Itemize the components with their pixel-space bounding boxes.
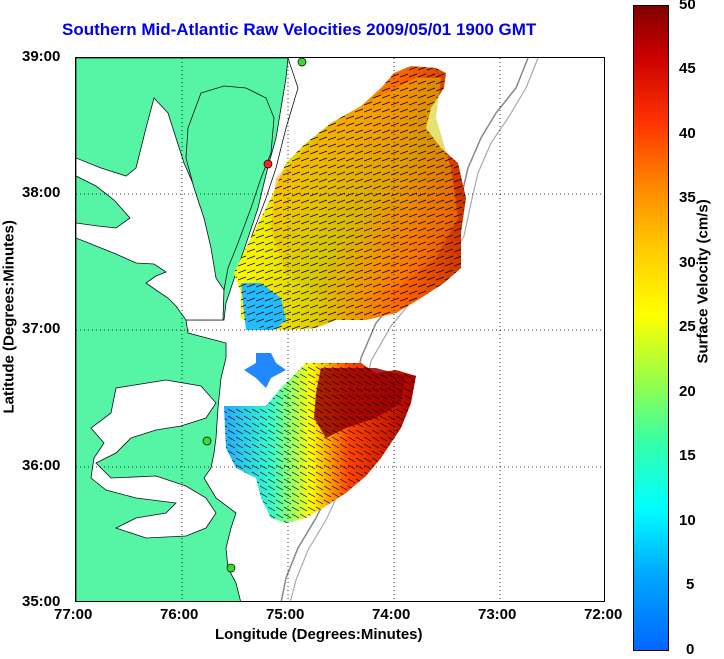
y-tick-label: 39:00 [22,48,61,65]
colorbar-tick: 5 [686,576,695,593]
colorbar-tick: 0 [686,641,695,658]
hf-radar-site [202,436,212,446]
colorbar-tick: 20 [679,383,696,400]
velocity-field-north-arrows [234,66,466,330]
pamlico-sound [90,379,217,539]
y-tick-label: 35:00 [22,593,61,610]
hf-radar-site [226,563,236,573]
colorbar-tick: 45 [679,60,696,77]
hf-radar-site-red [263,159,273,169]
x-tick-label: 77:00 [54,606,93,623]
x-axis-label: Longitude (Degrees:Minutes) [215,626,423,643]
x-tick-label: 73:00 [478,606,517,623]
x-tick-label: 76:00 [160,606,199,623]
colorbar-tick: 25 [679,318,696,335]
colorbar-tick: 30 [679,254,696,271]
y-tick-label: 36:00 [22,457,61,474]
x-tick-label: 75:00 [266,606,305,623]
coastline [250,58,299,239]
hf-radar-site [297,58,307,67]
y-axis-label: Latitude (Degrees:Minutes) [0,220,18,414]
delmarva-peninsula [185,85,275,292]
map-plot-area [75,57,605,602]
y-tick-label: 38:00 [22,184,61,201]
colorbar-tick: 10 [679,512,696,529]
velocity-patch-diamond [244,353,286,388]
map-svg [76,58,604,601]
colorbar-tick: 50 [679,0,696,13]
map-title: Southern Mid-Atlantic Raw Velocities 200… [62,20,537,39]
colorbar-tick: 15 [679,447,696,464]
colorbar-label: Surface Velocity (cm/s) [694,199,712,364]
grid-lines [76,58,604,601]
colorbar [633,5,669,651]
x-tick-label: 74:00 [372,606,411,623]
colorbar-tick: 35 [679,189,696,206]
velocity-field-south-arrows [224,363,416,523]
y-tick-label: 37:00 [22,320,61,337]
bathymetry-contour-2 [289,58,539,601]
x-tick-label: 72:00 [584,606,623,623]
colorbar-tick: 40 [679,125,696,142]
bathymetry-contour [280,58,529,601]
